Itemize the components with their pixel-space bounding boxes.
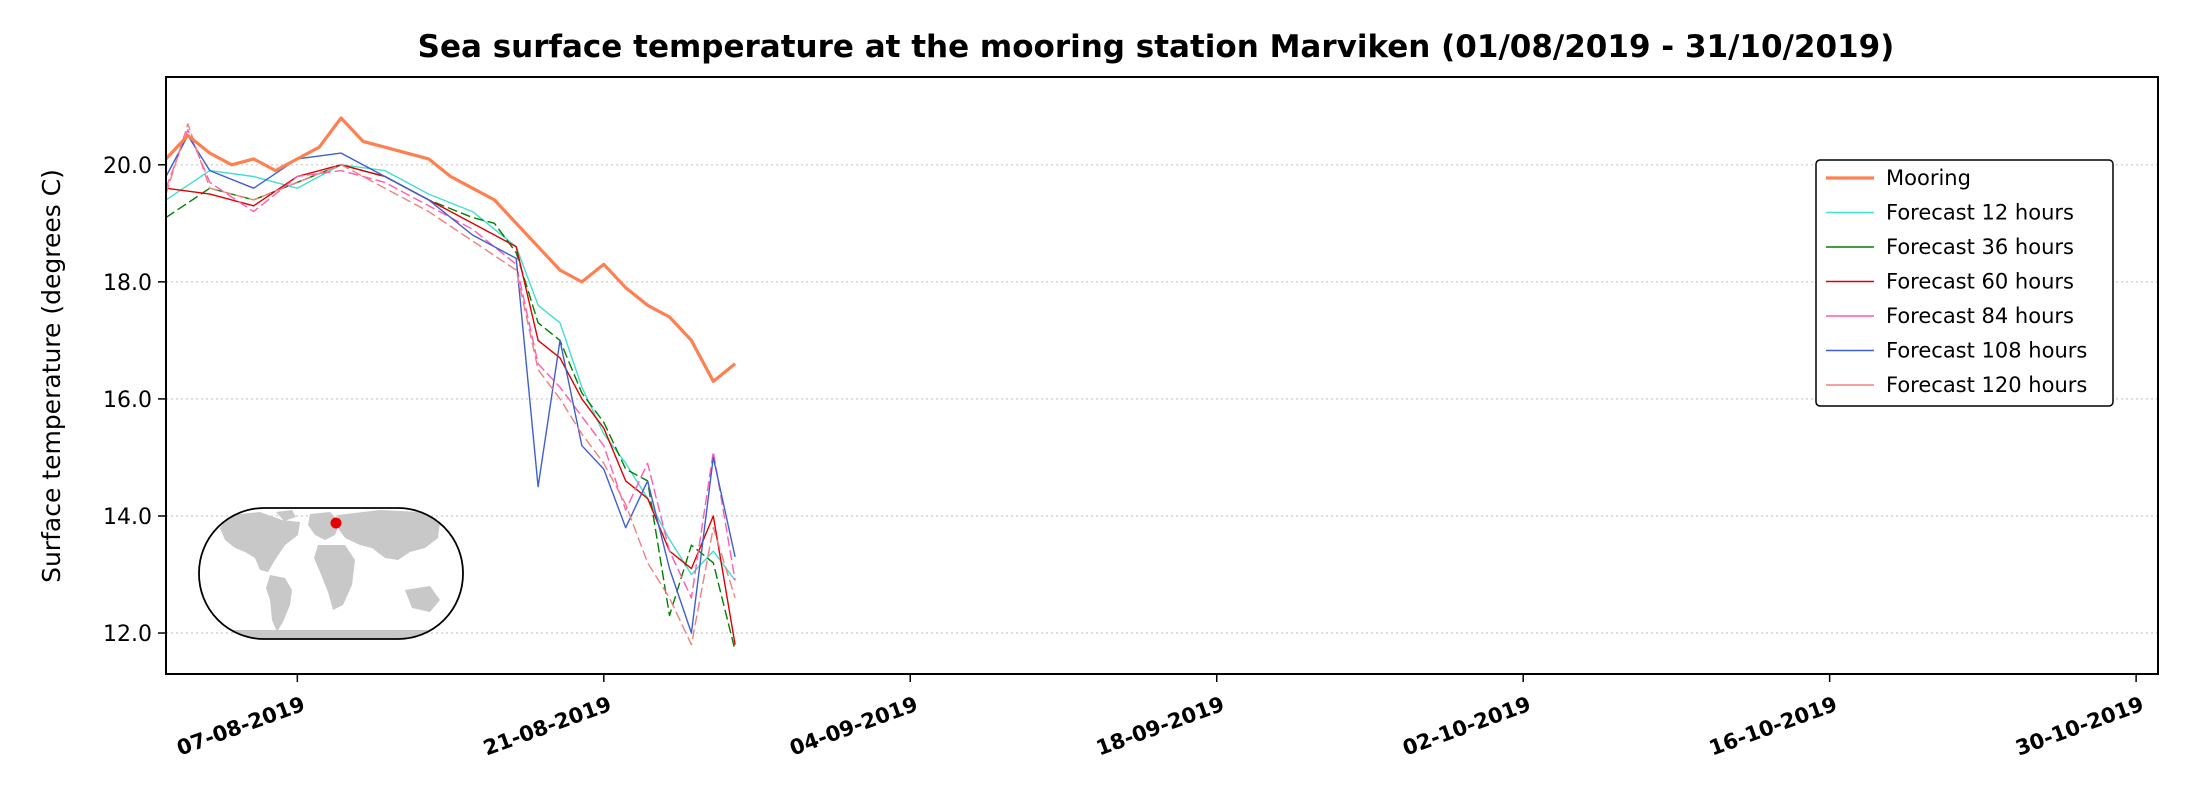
legend-label-6: Forecast 120 hours (1886, 373, 2087, 397)
legend: Mooring Forecast 12 hours Forecast 36 hour… (1815, 159, 2114, 407)
map-outline (198, 507, 464, 640)
y-tick-label-1: 14.0 (103, 505, 152, 530)
plot-frame (165, 76, 2159, 675)
map-antarctica (199, 630, 463, 639)
series-line-forecast-84-hours (165, 128, 736, 599)
x-axis-ticks: 07-08-2019 21-08-2019 04-09-2019 18-09-2019… (174, 674, 2147, 760)
legend-label-3: Forecast 60 hours (1886, 270, 2074, 294)
x-tick-label-3: 18-09-2019 (1093, 692, 1227, 760)
legend-label-1: Forecast 12 hours (1886, 201, 2074, 225)
map-landmass-0 (220, 512, 300, 572)
map-landmass-6 (276, 510, 296, 521)
map-landmass-1 (266, 575, 292, 632)
world-map-inset (198, 507, 464, 640)
series-line-mooring (164, 116, 737, 383)
x-tick-label-1: 21-08-2019 (480, 692, 614, 760)
series-layer (164, 116, 737, 651)
x-tick-label-6: 30-10-2019 (2012, 692, 2146, 760)
map-landmass-3 (314, 545, 355, 610)
legend-label-0: Mooring (1886, 166, 1971, 190)
y-axis-label: Surface temperature (degrees C) (37, 169, 66, 583)
x-tick-label-4: 02-10-2019 (1399, 692, 1533, 760)
legend-label-4: Forecast 84 hours (1886, 304, 2074, 328)
series-line-forecast-12-hours (165, 164, 736, 581)
y-tick-label-3: 18.0 (103, 271, 152, 296)
series-line-forecast-120-hours (165, 123, 736, 646)
legend-frame (1815, 159, 2114, 407)
y-tick-label-4: 20.0 (103, 154, 152, 179)
x-tick-label-0: 07-08-2019 (174, 692, 308, 760)
y-axis-ticks: 12.0 14.0 16.0 18.0 20.0 (103, 154, 166, 647)
series-line-forecast-36-hours (165, 164, 736, 651)
map-landmass-2 (308, 512, 340, 540)
legend-label-2: Forecast 36 hours (1886, 235, 2074, 259)
map-landmass-4 (338, 510, 440, 560)
series-line-forecast-60-hours (165, 164, 736, 645)
station-location-marker (330, 517, 342, 529)
y-tick-label-2: 16.0 (103, 388, 152, 413)
series-line-forecast-108-hours (165, 134, 736, 634)
x-tick-label-2: 04-09-2019 (787, 692, 921, 760)
map-landmass-5 (405, 586, 440, 612)
y-tick-label-0: 12.0 (103, 622, 152, 647)
x-tick-label-5: 16-10-2019 (1706, 692, 1840, 760)
chart-title: Sea surface temperature at the mooring s… (418, 29, 1895, 65)
legend-label-5: Forecast 108 hours (1886, 339, 2087, 363)
